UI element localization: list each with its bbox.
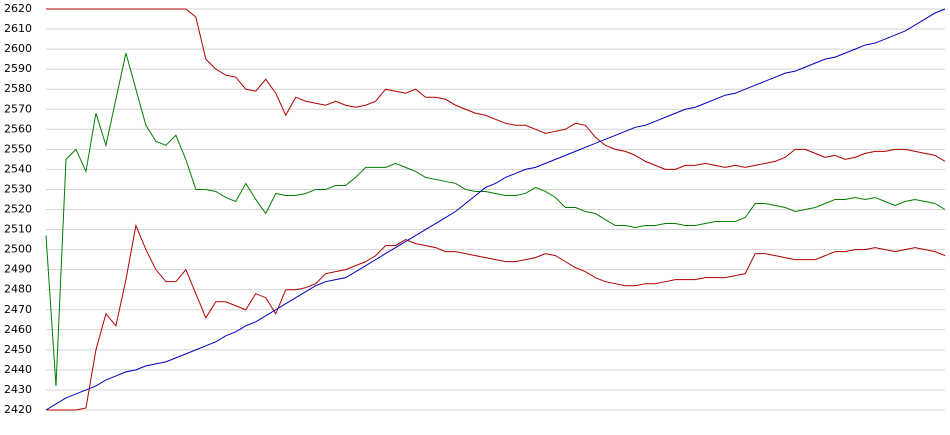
y-tick-label: 2580: [4, 82, 32, 95]
y-tick-label: 2520: [4, 203, 32, 216]
series-line: [46, 8, 946, 170]
series-line: [46, 223, 946, 411]
y-tick-label: 2590: [4, 62, 32, 75]
y-tick-label: 2430: [4, 383, 32, 396]
series-line: [45, 8, 946, 411]
y-tick-label: 2440: [4, 363, 32, 376]
y-tick-label: 2510: [4, 223, 32, 236]
y-tick-label: 2540: [4, 162, 32, 175]
y-tick-label: 2620: [4, 2, 32, 15]
y-tick-label: 2560: [4, 122, 32, 135]
series-line: [45, 52, 946, 386]
y-tick-label: 2470: [4, 303, 32, 316]
y-tick-label: 2600: [4, 42, 32, 55]
y-tick-label: 2610: [4, 22, 32, 35]
y-tick-label: 2420: [4, 403, 32, 416]
y-tick-label: 2550: [4, 142, 32, 155]
y-tick-label: 2570: [4, 102, 32, 115]
y-tick-label: 2460: [4, 323, 32, 336]
y-tick-label: 2450: [4, 343, 32, 356]
y-tick-label: 2480: [4, 283, 32, 296]
y-tick-label: 2500: [4, 243, 32, 256]
y-tick-label: 2490: [4, 263, 32, 276]
y-tick-label: 2530: [4, 182, 32, 195]
